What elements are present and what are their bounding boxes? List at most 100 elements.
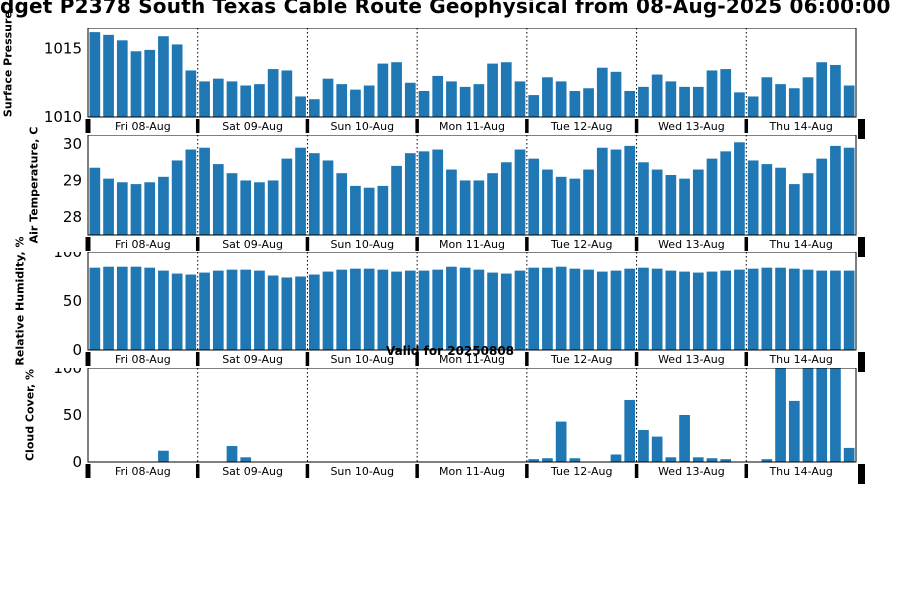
day-boundary-tick bbox=[195, 119, 200, 133]
bar bbox=[103, 178, 114, 235]
day-label: Sun 10-Aug bbox=[330, 465, 394, 478]
day-label: Mon 11-Aug bbox=[439, 353, 505, 366]
bar bbox=[350, 268, 361, 350]
bar bbox=[322, 78, 334, 117]
day-label: Sat 09-Aug bbox=[222, 465, 283, 478]
bar bbox=[706, 458, 718, 462]
bar bbox=[665, 175, 677, 235]
bar bbox=[295, 276, 306, 350]
bar bbox=[720, 151, 732, 235]
day-label: Fri 08-Aug bbox=[115, 238, 171, 251]
bar bbox=[569, 90, 581, 117]
bar bbox=[542, 169, 553, 235]
bar bbox=[308, 153, 320, 235]
bar bbox=[542, 267, 553, 350]
bar bbox=[596, 271, 608, 350]
bar bbox=[610, 71, 622, 117]
bar bbox=[775, 368, 786, 462]
bar bbox=[706, 158, 718, 235]
bar bbox=[843, 85, 855, 117]
bar bbox=[377, 269, 389, 350]
day-boundary-tick bbox=[415, 237, 419, 251]
day-label: Tue 12-Aug bbox=[550, 353, 613, 366]
bar bbox=[308, 274, 320, 350]
bar bbox=[692, 86, 704, 117]
bar bbox=[130, 184, 142, 235]
bar bbox=[363, 268, 375, 350]
bar bbox=[816, 368, 828, 462]
bar bbox=[706, 271, 718, 350]
day-boundary-tick bbox=[305, 237, 310, 251]
bar bbox=[418, 90, 430, 117]
bar bbox=[185, 70, 197, 117]
day-boundary-tick bbox=[744, 119, 749, 133]
bar bbox=[171, 273, 183, 350]
y-tick-label: 50 bbox=[63, 406, 82, 424]
day-boundary-tick bbox=[195, 237, 200, 251]
cloud-cover-chart: 0 50 100 Fri 08-Aug Sat 09-Aug Sun 10-Aug Mon … bbox=[53, 368, 865, 484]
bar bbox=[761, 77, 773, 117]
bar bbox=[487, 63, 498, 117]
bar bbox=[322, 160, 334, 235]
bar bbox=[624, 145, 636, 235]
bar bbox=[158, 36, 169, 117]
bar bbox=[843, 147, 855, 235]
day-label: Fri 08-Aug bbox=[115, 353, 171, 366]
bar bbox=[583, 88, 594, 117]
day-label: Mon 11-Aug bbox=[439, 465, 505, 478]
bar bbox=[679, 271, 690, 350]
day-label: Wed 13-Aug bbox=[658, 120, 725, 133]
day-boundary-tick bbox=[634, 464, 639, 478]
day-boundary-tick bbox=[744, 237, 749, 251]
bar bbox=[377, 63, 389, 117]
day-label: Wed 13-Aug bbox=[658, 465, 725, 478]
y-tick-label: 0 bbox=[72, 341, 82, 359]
day-boundary-tick bbox=[634, 119, 639, 133]
bar bbox=[158, 450, 169, 462]
day-boundary-tick bbox=[415, 464, 419, 478]
bar bbox=[692, 457, 704, 462]
bar bbox=[734, 92, 745, 117]
bar bbox=[816, 270, 828, 350]
day-label: Sat 09-Aug bbox=[222, 120, 283, 133]
day-boundary-tick bbox=[634, 352, 639, 366]
bar bbox=[569, 268, 581, 350]
axis-frame bbox=[87, 28, 857, 118]
bar bbox=[514, 149, 526, 235]
bar bbox=[199, 147, 210, 235]
relative-humidity-chart: 0 50 100 Fri 08-Aug Sat 09-Aug Sun 10-Aug Mon … bbox=[53, 252, 865, 372]
bar bbox=[555, 81, 567, 117]
bar bbox=[830, 368, 841, 462]
bar bbox=[542, 458, 553, 462]
valid-annotation: Valid for 20250808 bbox=[385, 344, 515, 358]
bar bbox=[500, 62, 512, 117]
day-boundary-tick bbox=[85, 119, 91, 133]
bar bbox=[404, 153, 416, 235]
day-label: Mon 11-Aug bbox=[439, 120, 505, 133]
bar bbox=[212, 270, 224, 350]
bar bbox=[158, 270, 169, 350]
bar bbox=[775, 84, 786, 117]
bar bbox=[391, 271, 402, 350]
axis-end-tick bbox=[858, 237, 865, 257]
bar bbox=[308, 99, 320, 117]
bar bbox=[528, 459, 540, 462]
day-label: Thu 14-Aug bbox=[768, 120, 832, 133]
bar bbox=[788, 400, 800, 462]
bar bbox=[158, 176, 169, 235]
bar bbox=[254, 182, 265, 235]
bar bbox=[802, 173, 814, 235]
day-boundary-tick bbox=[525, 464, 529, 478]
bar bbox=[144, 267, 156, 350]
bar bbox=[761, 267, 773, 350]
bar bbox=[226, 446, 238, 462]
bar bbox=[240, 269, 252, 350]
bar bbox=[638, 162, 649, 235]
bar bbox=[569, 458, 581, 462]
day-boundary-tick bbox=[415, 119, 419, 133]
bar bbox=[116, 182, 128, 235]
bar bbox=[281, 158, 293, 235]
bar bbox=[596, 67, 608, 117]
bar bbox=[267, 275, 279, 350]
day-label: Tue 12-Aug bbox=[550, 238, 613, 251]
